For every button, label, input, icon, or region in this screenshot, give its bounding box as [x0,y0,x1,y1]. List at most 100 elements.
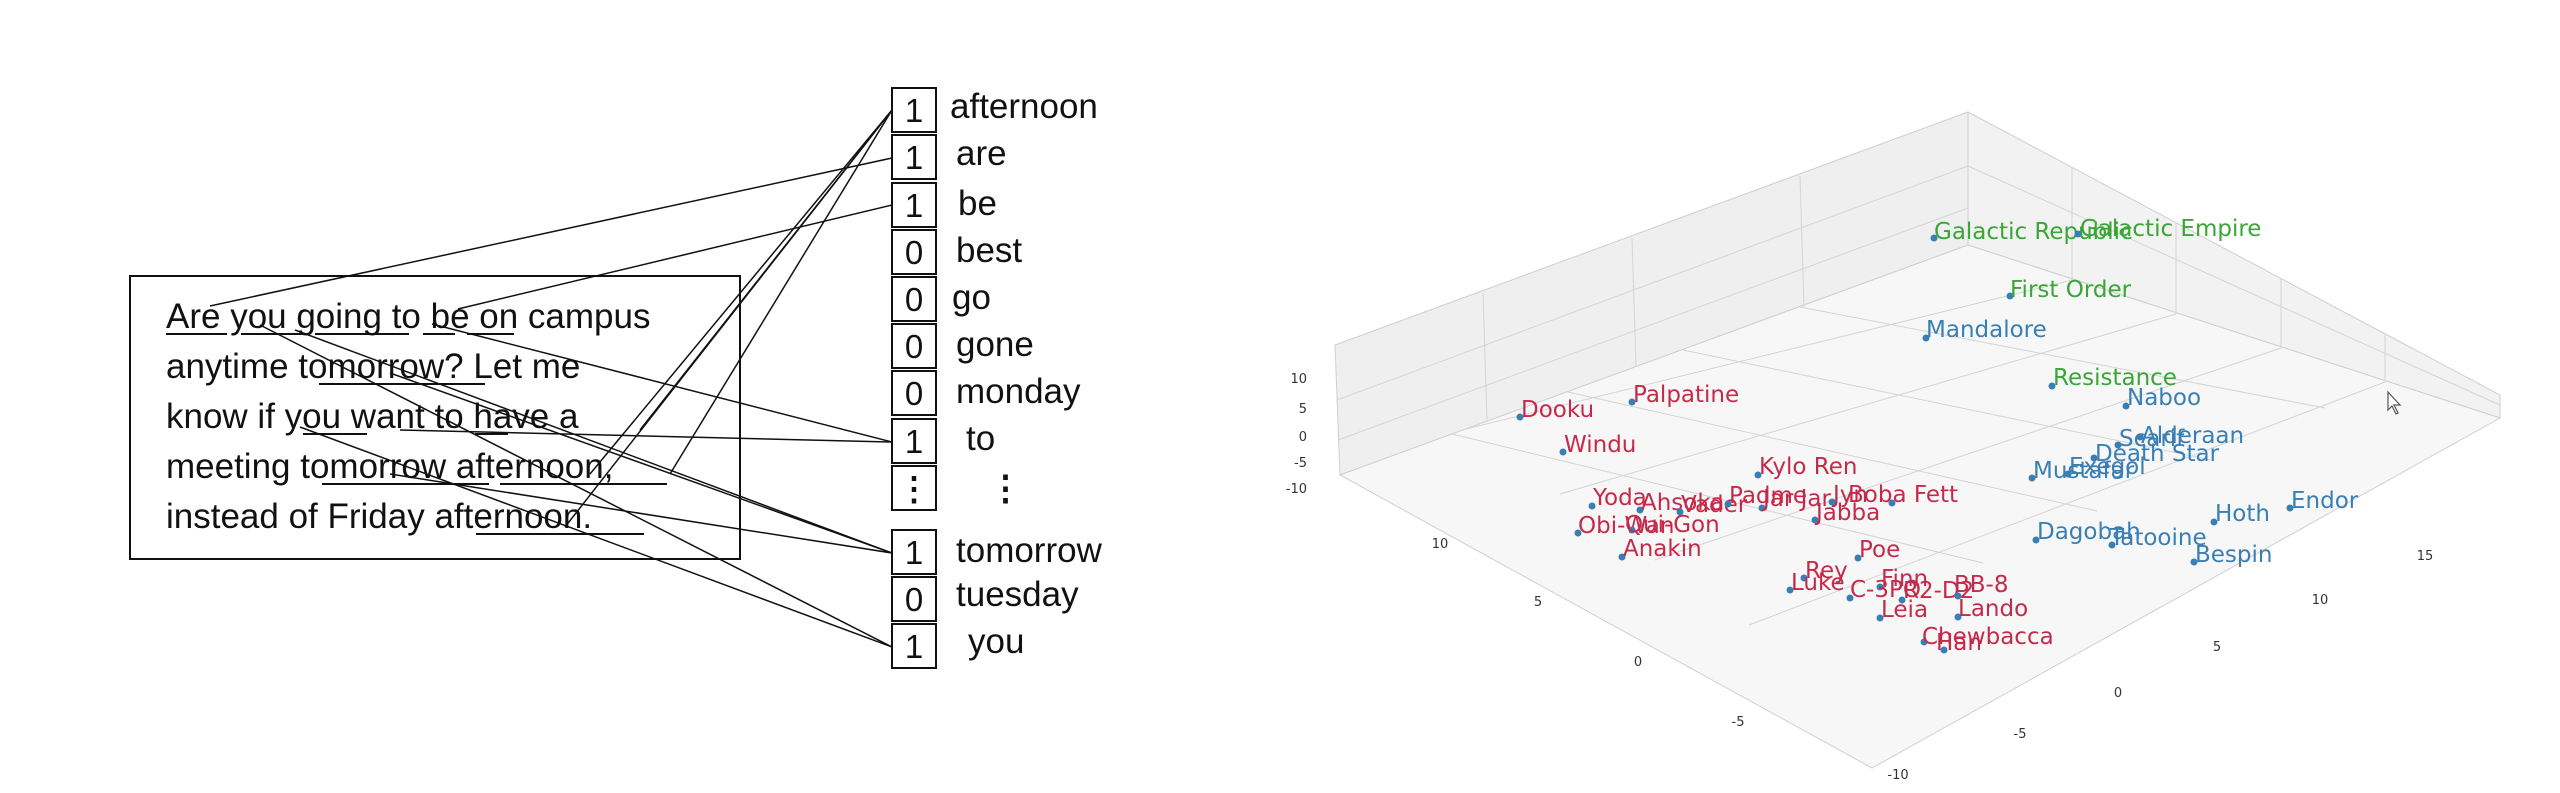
point-label-chewbacca: Chewbacca [1922,624,2054,650]
point-label-poe: Poe [1859,537,1900,563]
vector-value: 0 [905,375,923,412]
point-label-padme: Padme [1729,483,1807,509]
x-tick-label: -5 [2014,727,2027,742]
point-label-alderaan: Alderaan [2141,423,2244,449]
point-alderaan [2136,433,2144,441]
point-label-galactic-empire: Galactic Empire [2080,216,2261,242]
point-label-vader: Vader [1681,492,1748,518]
point-luke [1786,586,1794,594]
sentence-text: Are you going to be on campus anytime to… [166,297,650,536]
z-axis-ticks: 10 5 0 -5 -10 [1286,372,1307,497]
point-label-obi-wan: Obi-Wan [1578,513,1674,539]
point-death-star [2090,454,2098,462]
point-label-rey: Rey [1805,558,1848,584]
point-palpatine [1628,398,1636,406]
point-scarif [2114,441,2122,449]
point-han [1940,646,1948,654]
grid-lines [1336,165,2501,626]
point-galactic-republic [1930,234,1938,242]
vocabulary-word: go [952,278,991,317]
vector-value: 1 [905,628,923,665]
sentence-line: know if you want to have a [166,397,579,436]
point-galactic-empire [2074,230,2082,238]
point-label-r2-d2: R2-D2 [1903,578,1974,604]
point-qui-gon [1628,526,1636,534]
point-yoda [1588,502,1596,510]
sentence-line: instead of Friday afternoon. [166,497,592,536]
point-mandalore [1922,334,1930,342]
vocabulary-word: best [956,231,1022,270]
point-rey [1800,574,1808,582]
x-tick-label: 5 [2213,640,2221,655]
y-axis-ticks: 10 5 0 -5 -10 [1432,537,1909,783]
point-label-hoth: Hoth [2215,501,2270,527]
sentence-line: anytime tomorrow? Let me [166,347,580,386]
vector-value: 1 [905,139,923,176]
vector-value: 0 [905,234,923,271]
vocabulary-word: tuesday [956,575,1079,614]
vector-ellipsis: ⋮ [898,470,931,507]
point-mustafar [2028,474,2036,482]
point-label-anakin: Anakin [1623,536,1702,562]
point-exegol [2064,470,2072,478]
point-boba-fett [1888,499,1896,507]
point-label-mustafar: Mustafar [2033,458,2135,484]
point-dooku [1516,413,1524,421]
y-tick-label: 0 [1634,655,1642,670]
sentence-line: meeting tomorrow afternoon, [166,447,613,486]
point-label-galactic-republic: Galactic Republic [1934,219,2133,245]
point-label-exegol: Exegol [2069,454,2146,480]
vector-value: 1 [905,92,923,129]
point-label-dagobah: Dagobah [2037,519,2141,545]
point-label-bespin: Bespin [2195,542,2272,568]
point-label-jabba: Jabba [1814,500,1880,526]
connector-lines [209,109,893,648]
point-label-tatooine: Tatooine [2109,525,2207,551]
vector-values: 1 1 1 0 0 0 0 1 ⋮ 1 0 1 [898,92,931,665]
point-label-death-star: Death Star [2095,441,2220,467]
point-finn [1876,583,1884,591]
point-first-order [2006,292,2014,300]
point-label-scarif: Scarif [2119,426,2185,452]
point-windu [1559,448,1567,456]
z-tick-label: -10 [1286,482,1307,497]
z-tick-label: -5 [1294,456,1307,471]
vocabulary-ellipsis: ⋮ [988,469,1023,508]
point-label-kylo-ren: Kylo Ren [1759,454,1857,480]
x-axis-ticks: -5 0 5 10 15 [2014,549,2434,742]
x-tick-label: 10 [2312,593,2329,608]
point-label-first-order: First Order [2010,277,2132,303]
point-label-resistance: Resistance [2053,365,2177,391]
vocabulary-word: tomorrow [956,531,1103,570]
point-naboo [2122,402,2130,410]
point-obi-wan [1574,529,1582,537]
point-label-naboo: Naboo [2127,385,2201,411]
point-label-jyn: Jyn [1831,482,1868,508]
point-bb-8 [1954,592,1962,600]
point-hoth [2210,518,2218,526]
x-tick-label: 15 [2417,549,2434,564]
vocabulary-word: monday [956,372,1081,411]
point-vader [1676,508,1684,516]
point-label-endor: Endor [2291,488,2359,514]
point-label-c-3po: C-3PO [1850,577,1921,603]
point-label-yoda: Yoda [1592,485,1647,511]
vocabulary-word: gone [956,325,1034,364]
point-label-boba-fett: Boba Fett [1848,482,1958,508]
point-leia [1876,614,1884,622]
cursor-icon [2387,390,2402,415]
point-jabba [1811,516,1819,524]
word-underlines [166,333,667,535]
point-label-mandalore: Mandalore [1926,317,2047,343]
vocabulary-word: are [956,134,1007,173]
vocabulary-word: be [958,184,997,223]
point-label-bb-8: BB-8 [1954,572,2009,598]
vocabulary-word: you [968,622,1024,661]
point-dagobah [2032,536,2040,544]
y-tick-label: 5 [1534,595,1542,610]
point-label-luke: Luke [1791,570,1845,596]
point-chewbacca [1920,638,1928,646]
point-kylo-ren [1754,471,1762,479]
point-ahsoka [1636,506,1644,514]
point-tatooine [2108,541,2116,549]
